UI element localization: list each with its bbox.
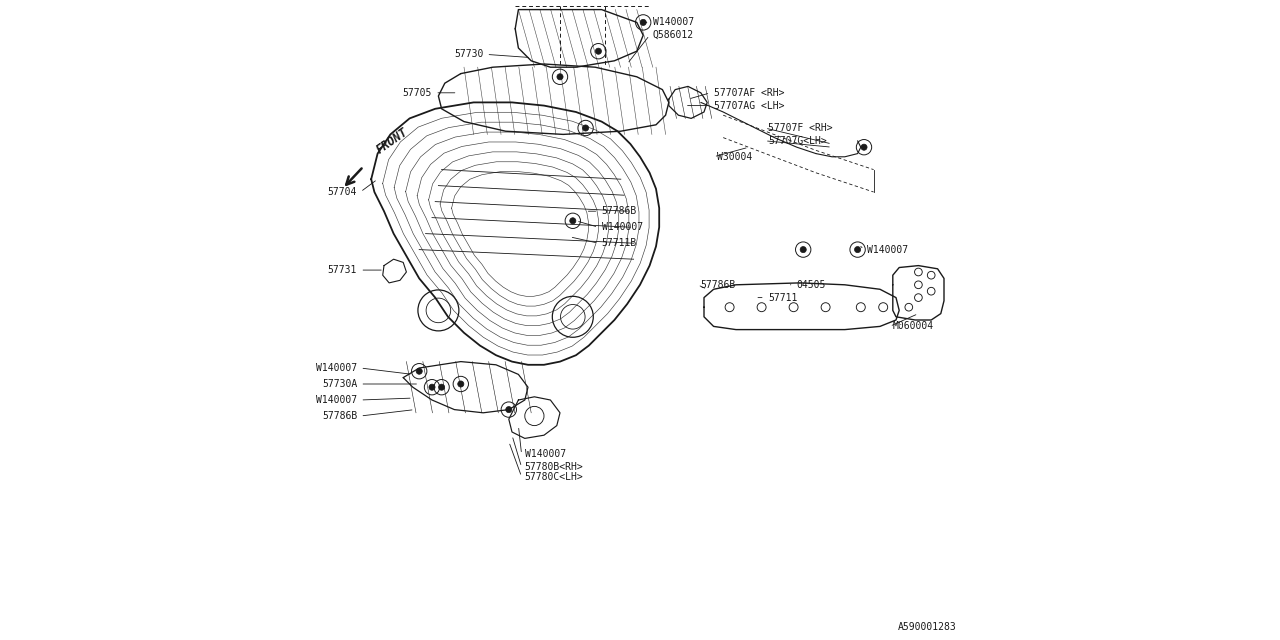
Text: 57707F <RH>: 57707F <RH> <box>768 123 832 133</box>
Circle shape <box>800 246 806 253</box>
Text: W140007: W140007 <box>868 244 909 255</box>
Text: 57786B: 57786B <box>701 280 736 290</box>
Text: W140007: W140007 <box>525 449 566 460</box>
Circle shape <box>595 48 602 54</box>
Text: A590001283: A590001283 <box>899 622 957 632</box>
Text: 57730A: 57730A <box>321 379 357 389</box>
Text: 57780C<LH>: 57780C<LH> <box>525 472 584 482</box>
Text: 57786B: 57786B <box>602 206 637 216</box>
Circle shape <box>861 144 867 150</box>
Text: 57731: 57731 <box>328 265 357 275</box>
Text: 57711B: 57711B <box>602 238 637 248</box>
Text: 57786B: 57786B <box>321 411 357 421</box>
Text: W140007: W140007 <box>316 395 357 405</box>
Text: 57730: 57730 <box>454 49 484 60</box>
Text: 57704: 57704 <box>328 187 357 197</box>
Text: 57711: 57711 <box>768 292 797 303</box>
Text: FRONT: FRONT <box>374 125 411 157</box>
Circle shape <box>439 384 444 390</box>
Circle shape <box>506 406 512 413</box>
Circle shape <box>557 74 563 80</box>
Circle shape <box>458 381 463 387</box>
Circle shape <box>416 368 422 374</box>
Circle shape <box>582 125 589 131</box>
Circle shape <box>570 218 576 224</box>
Text: 57705: 57705 <box>403 88 433 98</box>
Text: 57707G<LH>: 57707G<LH> <box>768 136 827 146</box>
Text: 04505: 04505 <box>796 280 826 290</box>
Text: W140007: W140007 <box>653 17 694 28</box>
Text: 57780B<RH>: 57780B<RH> <box>525 462 584 472</box>
Text: W30004: W30004 <box>717 152 753 162</box>
Text: Q586012: Q586012 <box>653 30 694 40</box>
Text: 57707AF <RH>: 57707AF <RH> <box>714 88 785 98</box>
Circle shape <box>640 19 646 26</box>
Text: W140007: W140007 <box>316 363 357 373</box>
Circle shape <box>855 246 860 253</box>
Text: M060004: M060004 <box>893 321 934 332</box>
Text: W140007: W140007 <box>602 222 643 232</box>
Circle shape <box>429 384 435 390</box>
Text: 57707AG <LH>: 57707AG <LH> <box>714 100 785 111</box>
